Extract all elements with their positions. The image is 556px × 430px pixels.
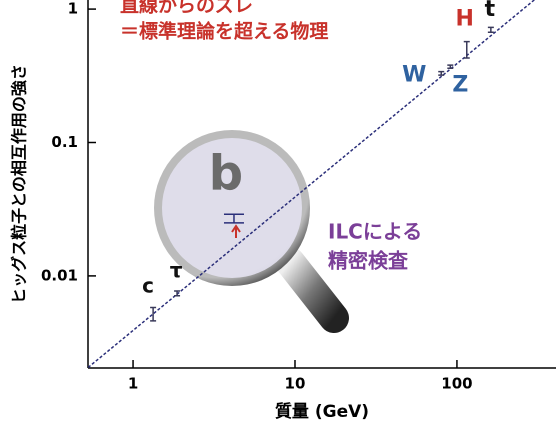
y-tick-label: 0.01: [41, 266, 78, 284]
particle-label: b: [209, 145, 243, 201]
error-bar: [447, 64, 454, 70]
annotation: ILCによる: [328, 220, 422, 244]
fit-line: [88, 0, 536, 368]
error-bar: [438, 70, 445, 76]
x-tick-label: 10: [285, 375, 306, 393]
x-axis-title: 質量 (GeV): [275, 401, 369, 422]
particle-label: t: [485, 0, 496, 22]
annotation: ＝標準理論を超える物理: [120, 20, 328, 43]
error-bar: [174, 290, 181, 297]
error-bar: [223, 213, 244, 224]
x-tick-label: 1: [128, 375, 138, 393]
error-bar: [487, 26, 494, 34]
y-axis-title: ヒッグス粒子との相互作用の強さ: [10, 64, 29, 304]
annotation: 直線からのズレ: [120, 0, 253, 17]
particle-label: τ: [170, 258, 183, 282]
annotation: 精密検査: [328, 249, 408, 273]
error-bar: [150, 306, 157, 322]
arrow: [231, 224, 241, 238]
particle-label: Z: [452, 73, 468, 98]
y-tick-label: 1: [68, 0, 78, 18]
error-bar: [463, 40, 470, 59]
particle-label: c: [142, 273, 154, 297]
magnifier: [154, 130, 349, 333]
y-tick-label: 0.1: [51, 133, 78, 151]
plot-area: [88, 0, 536, 368]
x-tick-label: 100: [441, 375, 472, 393]
particle-label: H: [456, 6, 474, 31]
particle-label: W: [402, 62, 426, 87]
